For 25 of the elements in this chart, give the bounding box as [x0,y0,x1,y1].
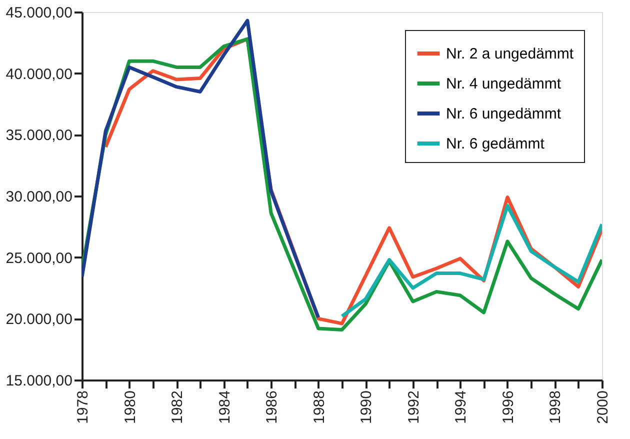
line-series [340,204,602,318]
x-tick-label: 1986 [264,390,281,424]
x-tick-label: 1994 [452,390,470,424]
y-tick-label: 25.000,00 [6,250,72,267]
x-tick-label: 1984 [216,390,234,424]
x-tick-label: 1998 [547,390,564,424]
y-tick-label: 30.000,00 [6,188,72,206]
y-tick-label: 20.000,00 [6,311,72,328]
y-tick-label: 15.000,00 [6,372,72,390]
legend-label: Nr. 6 ungedämmt [446,106,562,122]
y-tick-label: 35.000,00 [6,127,72,144]
x-tick-label: 1996 [500,390,517,424]
y-tick-label: 40.000,00 [6,66,72,83]
x-tick-label: 2000 [594,390,612,424]
x-tick-label: 1980 [122,390,139,424]
line-series [82,18,320,320]
y-tick-label: 45.000,00 [6,4,72,22]
legend-label: Nr. 2 a ungedämmt [446,46,574,62]
x-tick-label: 1988 [310,390,328,424]
legend-label: Nr. 4 ungedämmt [446,76,562,92]
legend-label: Nr. 6 gedämmt [446,136,546,152]
x-tick-label: 1982 [169,390,186,424]
x-tick-label: 1978 [74,390,92,424]
x-tick-label: 1990 [358,390,376,424]
x-tick-label: 1992 [405,390,422,424]
